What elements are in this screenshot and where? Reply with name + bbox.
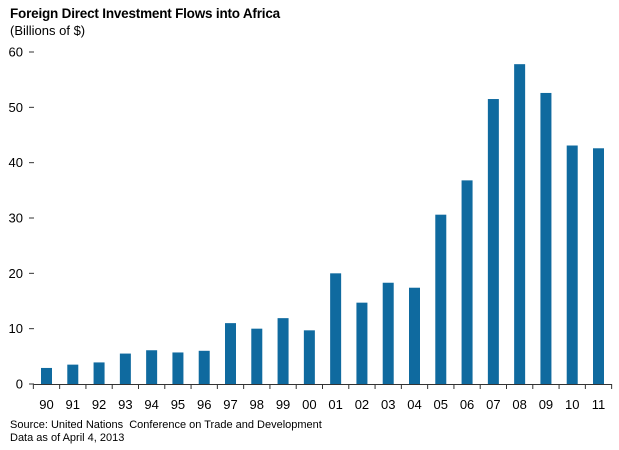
bar-00	[304, 330, 315, 384]
bar-10	[567, 146, 578, 384]
x-tick-label: 05	[434, 397, 448, 412]
x-tick-label: 95	[171, 397, 185, 412]
x-tick-label: 08	[512, 397, 526, 412]
bar-98	[251, 329, 262, 384]
bar-96	[199, 351, 210, 384]
bar-07	[488, 99, 499, 384]
bar-91	[67, 365, 78, 384]
y-axis: 0 10 20 30 40 50 60	[9, 45, 34, 392]
bar-08	[514, 64, 525, 384]
bar-90	[41, 368, 52, 384]
chart-source: Source: United Nations Conference on Tra…	[10, 419, 322, 444]
x-tick-label: 91	[66, 397, 80, 412]
bar-93	[120, 354, 131, 384]
bar-05	[435, 215, 446, 384]
x-tick-label: 02	[355, 397, 369, 412]
bar-01	[330, 273, 341, 384]
bar-09	[540, 93, 551, 384]
bar-97	[225, 323, 236, 384]
bar-11	[593, 148, 604, 384]
y-tick-label: 30	[9, 211, 23, 226]
x-tick-label: 90	[39, 397, 53, 412]
x-tick-label: 03	[381, 397, 395, 412]
x-tick-label: 00	[302, 397, 316, 412]
y-tick-label: 40	[9, 155, 23, 170]
x-tick-label: 04	[407, 397, 421, 412]
x-tick-label: 07	[486, 397, 500, 412]
y-tick-label: 50	[9, 100, 23, 115]
bar-94	[146, 350, 157, 384]
x-tick-label: 92	[92, 397, 106, 412]
source-line: Source: United Nations Conference on Tra…	[10, 419, 322, 431]
y-tick-label: 60	[9, 45, 23, 60]
data-note: Data as of April 4, 2013	[10, 432, 124, 444]
x-axis: 90 91 92 93 94 95 96 97 98 99 00 01 02 03 04 05 06 07 08 09…	[33, 384, 611, 412]
bar-92	[94, 362, 105, 384]
x-tick-label: 97	[223, 397, 237, 412]
x-tick-label: 09	[539, 397, 553, 412]
bar-04	[409, 288, 420, 384]
x-tick-label: 10	[565, 397, 579, 412]
x-tick-label: 94	[144, 397, 158, 412]
x-tick-label: 01	[328, 397, 342, 412]
bars-group	[41, 64, 604, 384]
bar-99	[278, 318, 289, 384]
bar-95	[172, 352, 183, 384]
bar-chart: 0 10 20 30 40 50 60 90 91 92 93 94 95 96 97 98 99 00 01 02…	[0, 0, 619, 450]
x-tick-label: 06	[460, 397, 474, 412]
x-tick-label: 99	[276, 397, 290, 412]
bar-02	[356, 303, 367, 384]
bar-03	[383, 283, 394, 384]
x-tick-label: 98	[250, 397, 264, 412]
y-tick-label: 10	[9, 321, 23, 336]
x-tick-label: 96	[197, 397, 211, 412]
bar-06	[462, 180, 473, 384]
x-tick-label: 93	[118, 397, 132, 412]
x-tick-label: 11	[592, 397, 606, 412]
y-tick-label: 0	[16, 377, 23, 392]
y-tick-label: 20	[9, 266, 23, 281]
